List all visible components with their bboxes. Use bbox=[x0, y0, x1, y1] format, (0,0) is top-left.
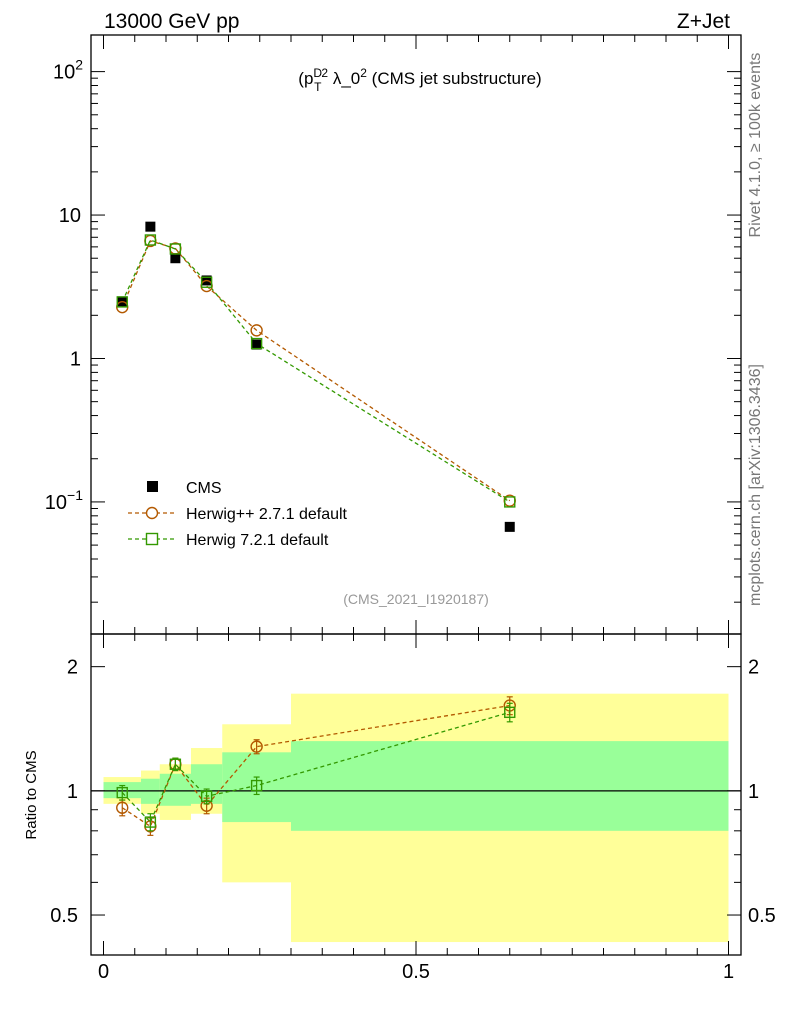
header-collision-label: 13000 GeV pp bbox=[104, 10, 239, 33]
chart-title: (pD T2 λ_02 (CMS jet substructure) bbox=[298, 66, 541, 94]
ratio-panel: 0 0.5 1 2 2 1 1 0.5 0.5 bbox=[50, 633, 776, 983]
ratio-ytick-label: 1 bbox=[67, 781, 78, 803]
ratio-herwig7-point bbox=[144, 816, 157, 828]
ratio-herwigpp-point bbox=[116, 801, 129, 814]
title-part-t: T bbox=[314, 80, 322, 94]
ratio-xtick-label: 1 bbox=[723, 961, 734, 983]
ratio-ytick-label-right: 2 bbox=[748, 657, 759, 679]
mc-line-herwig7 bbox=[121, 239, 511, 503]
ratio-herwig7-point bbox=[200, 790, 213, 803]
herwig7-point bbox=[504, 496, 516, 508]
legend: CMS Herwig++ 2.7.1 default Herwig 7.2.1 … bbox=[128, 480, 348, 549]
main-ytick-label: 10 bbox=[59, 205, 81, 227]
ratio-herwig7-point bbox=[169, 758, 182, 770]
herwig7-point bbox=[169, 243, 182, 255]
analysis-label: (CMS_2021_I1920187) bbox=[343, 591, 489, 607]
legend-label-herwigpp: Herwig++ 2.7.1 default bbox=[186, 506, 348, 523]
ratio-herwig7-point bbox=[116, 786, 128, 799]
legend-label-cms: CMS bbox=[186, 480, 222, 497]
legend-marker-herwig7 bbox=[145, 532, 159, 546]
herwig7-point bbox=[250, 337, 263, 350]
side-mcplots-label: mcplots.cern.ch [arXiv:1306.3436] bbox=[747, 364, 764, 606]
title-part-tail: (CMS jet substructure) bbox=[367, 69, 542, 88]
header-process-label: Z+Jet bbox=[677, 10, 730, 33]
ratio-xtick-label: 0 bbox=[98, 961, 109, 983]
ratio-band-stat bbox=[291, 741, 729, 831]
cms-data-point bbox=[170, 253, 181, 264]
ratio-ytick-label-right: 1 bbox=[748, 781, 759, 803]
legend-marker-herwigpp bbox=[145, 506, 159, 520]
herwig7-point bbox=[200, 276, 213, 288]
ratio-ytick-label-right: 0.5 bbox=[748, 905, 776, 927]
main-ytick-label: 102 bbox=[53, 57, 83, 84]
main-ytick-label: 1 bbox=[70, 348, 81, 370]
title-part-sup2b: 2 bbox=[360, 66, 367, 80]
herwigpp-point bbox=[250, 324, 263, 337]
ratio-ytick-label: 0.5 bbox=[50, 905, 78, 927]
ratio-xtick-label: 0.5 bbox=[402, 961, 430, 983]
ratio-ytick-label: 2 bbox=[67, 657, 78, 679]
legend-label-herwig7: Herwig 7.2.1 default bbox=[186, 532, 329, 549]
cms-data-point bbox=[145, 221, 156, 232]
ratio-herwigpp-point bbox=[250, 740, 263, 753]
herwig7-point bbox=[116, 296, 128, 308]
main-ytick-label: 10−1 bbox=[45, 487, 83, 514]
ratio-herwig7-point bbox=[250, 779, 263, 792]
ratio-herwig7-point bbox=[504, 706, 516, 719]
side-rivet-label: Rivet 4.1.0, ≥ 100k events bbox=[747, 53, 764, 238]
title-part-prefix: (p bbox=[298, 69, 313, 88]
herwig7-point bbox=[144, 234, 157, 246]
cms-data-point bbox=[504, 521, 515, 532]
cms-data-point bbox=[251, 339, 262, 350]
mc-line-herwigpp bbox=[121, 240, 511, 502]
title-part-d: D bbox=[313, 66, 322, 80]
ratio-ylabel: Ratio to CMS bbox=[23, 750, 40, 839]
title-part-lambda: λ_0 bbox=[328, 69, 360, 88]
ratio-line-herwig7 bbox=[121, 711, 510, 824]
title-part-sup2: 2 bbox=[321, 66, 328, 80]
legend-marker-cms bbox=[147, 481, 158, 492]
